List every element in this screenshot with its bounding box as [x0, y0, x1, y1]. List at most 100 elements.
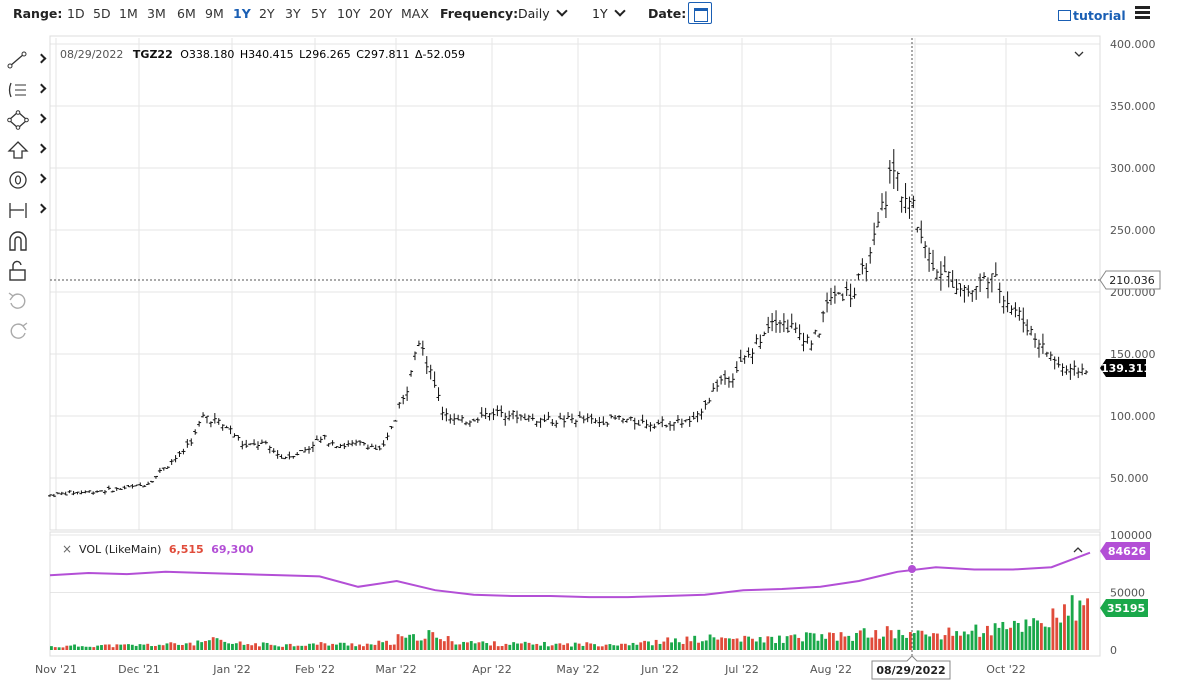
- info-collapse-chevron-icon[interactable]: [1074, 51, 1084, 57]
- ohlc-bar: [318, 436, 323, 444]
- ohlc-bar: [962, 285, 967, 303]
- ohlc-bar: [538, 417, 543, 428]
- ohlc-bar: [204, 415, 209, 424]
- ohlc-bar: [1036, 339, 1041, 358]
- ohlc-bar: [157, 467, 162, 473]
- ohlc-bar: [189, 438, 194, 446]
- ohlc-bar: [997, 282, 1002, 304]
- volume-bar: [851, 640, 855, 650]
- ohlc-bar: [142, 484, 147, 488]
- volume-bar: [184, 643, 188, 650]
- ohlc-bar: [832, 285, 837, 304]
- ohlc-bar: [946, 271, 951, 288]
- ohlc-bar: [267, 445, 272, 454]
- volume-bar: [1074, 620, 1078, 650]
- ohlc-bar: [876, 212, 881, 228]
- range-option-5y[interactable]: 5Y: [311, 6, 327, 21]
- frequency-dropdown[interactable]: Daily: [518, 5, 568, 21]
- volume-bar: [770, 636, 774, 650]
- ohlc-bar: [432, 371, 437, 388]
- volume-bar: [107, 644, 111, 650]
- volume-collapse-chevron-icon[interactable]: [1073, 547, 1083, 553]
- volume-bar: [327, 645, 331, 650]
- volume-bar: [177, 644, 180, 650]
- ohlc-bar: [934, 269, 939, 281]
- period-dropdown[interactable]: 1Y: [592, 5, 626, 21]
- volume-bar: [1032, 618, 1036, 650]
- ohlc-bar: [958, 283, 963, 297]
- ohlc-bar: [797, 324, 802, 341]
- ohlc-bar: [640, 414, 645, 424]
- magnet-button[interactable]: [6, 230, 44, 252]
- range-option-1d[interactable]: 1D: [67, 6, 85, 21]
- text-list-tool-button[interactable]: [6, 80, 47, 102]
- ohlc-bar: [805, 334, 810, 344]
- volume-bar: [161, 645, 165, 650]
- volume-bar: [431, 632, 435, 650]
- date-tick-label: Mar '22: [375, 663, 416, 676]
- range-option-5d[interactable]: 5D: [93, 6, 111, 21]
- volume-bar: [111, 647, 115, 650]
- shape-tool-button[interactable]: [6, 110, 47, 132]
- ohlc-bar: [754, 334, 759, 345]
- volume-bar: [165, 643, 169, 650]
- volume-bar: [84, 646, 88, 650]
- volume-bar: [234, 643, 238, 650]
- range-option-2y[interactable]: 2Y: [259, 6, 275, 21]
- ohlc-bar: [491, 408, 496, 421]
- ohlc-bar: [1017, 307, 1022, 321]
- chart-toolbar: Range: 1D 5D 1M 3M 6M 9M 1Y 2Y 3Y 5Y 10Y 20Y MAX Fre…: [0, 0, 1188, 30]
- volume-bar: [939, 639, 943, 650]
- volume-bar: [481, 641, 485, 650]
- redo-button[interactable]: [6, 320, 44, 342]
- range-option-3m[interactable]: 3M: [147, 6, 166, 21]
- range-option-6m[interactable]: 6M: [177, 6, 196, 21]
- line-tool-button[interactable]: [6, 50, 47, 72]
- ohlc-bar: [248, 443, 253, 446]
- ohlc-bar: [809, 340, 814, 351]
- ohlc-bar: [919, 220, 924, 244]
- range-option-10y[interactable]: 10Y: [337, 6, 361, 21]
- ohlc-bar: [193, 429, 198, 435]
- volume-bar: [477, 642, 481, 650]
- ohlc-bar: [742, 355, 747, 364]
- ohlc-bar: [150, 480, 155, 483]
- ohlc-bar: [652, 423, 657, 429]
- volume-bar: [546, 646, 550, 650]
- range-option-20y[interactable]: 20Y: [369, 6, 393, 21]
- price-tick-label: 50.000: [1110, 472, 1149, 485]
- menu-icon[interactable]: [1135, 6, 1150, 19]
- volume-bar: [439, 639, 442, 650]
- volume-bar: [373, 644, 377, 650]
- volume-panel-border: [49, 531, 1101, 657]
- calendar-icon[interactable]: [688, 2, 712, 24]
- lock-button[interactable]: [6, 260, 44, 282]
- avg-volume-label: 84626: [1100, 542, 1150, 560]
- ohlc-bar: [181, 448, 186, 455]
- close-study-icon[interactable]: ×: [62, 542, 72, 556]
- volume-bar: [1070, 595, 1074, 650]
- circle-tool-button[interactable]: [6, 170, 47, 192]
- arrow-tool-button[interactable]: [6, 140, 47, 162]
- range-option-9m[interactable]: 9M: [205, 6, 224, 21]
- ohlc-bar: [1072, 360, 1077, 376]
- volume-bar: [585, 642, 589, 650]
- volume-bar: [878, 638, 881, 650]
- range-option-1y[interactable]: 1Y: [233, 6, 251, 21]
- date-label: Date:: [648, 6, 687, 21]
- undo-button[interactable]: [6, 290, 44, 312]
- range-option-max[interactable]: MAX: [401, 6, 429, 21]
- ohlc-bar: [840, 293, 845, 302]
- ohlc-bar: [59, 491, 64, 496]
- range-option-3y[interactable]: 3Y: [285, 6, 301, 21]
- ohlc-bar: [982, 272, 987, 279]
- ohlc-bar: [146, 481, 151, 485]
- ohlc-bar: [79, 490, 84, 495]
- measure-tool-button[interactable]: [6, 200, 47, 222]
- tutorial-link[interactable]: tutorial: [1058, 8, 1126, 23]
- range-option-1m[interactable]: 1M: [119, 6, 138, 21]
- info-close: C297.811: [356, 48, 409, 61]
- ohlc-bar: [342, 442, 347, 450]
- ohlc-bar: [393, 419, 398, 422]
